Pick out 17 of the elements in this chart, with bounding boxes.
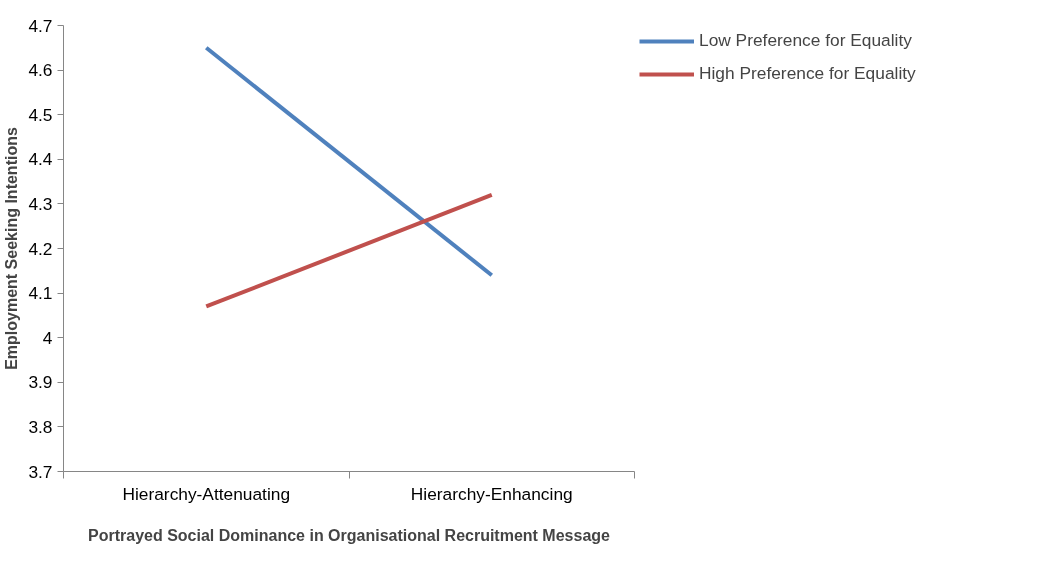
x-tick-label: Hierarchy-Enhancing	[410, 483, 573, 504]
y-tick-label: 4.4	[28, 149, 53, 170]
y-tick-label: 4.6	[28, 60, 53, 81]
y-tick-label: 4.1	[28, 283, 53, 304]
x-axis-title: Portrayed Social Dominance in Organisational Recruitment Message	[88, 526, 611, 544]
y-tick-label: 4.2	[28, 238, 53, 259]
y-tick-label: 3.7	[28, 461, 53, 482]
y-tick-label: 3.9	[28, 372, 53, 393]
y-axis-title: Employment Seeking Intentions	[3, 127, 21, 370]
y-tick-label: 4.3	[28, 193, 53, 214]
y-tick-label: 4.7	[28, 15, 53, 36]
legend-label: High Preference for Equality	[699, 63, 916, 84]
legend-label: Low Preference for Equality	[699, 30, 912, 51]
y-tick-label: 3.8	[28, 416, 53, 437]
x-tick-label: Hierarchy-Attenuating	[122, 483, 291, 504]
y-tick-label: 4.5	[28, 104, 53, 125]
y-tick-label: 4	[42, 327, 53, 348]
